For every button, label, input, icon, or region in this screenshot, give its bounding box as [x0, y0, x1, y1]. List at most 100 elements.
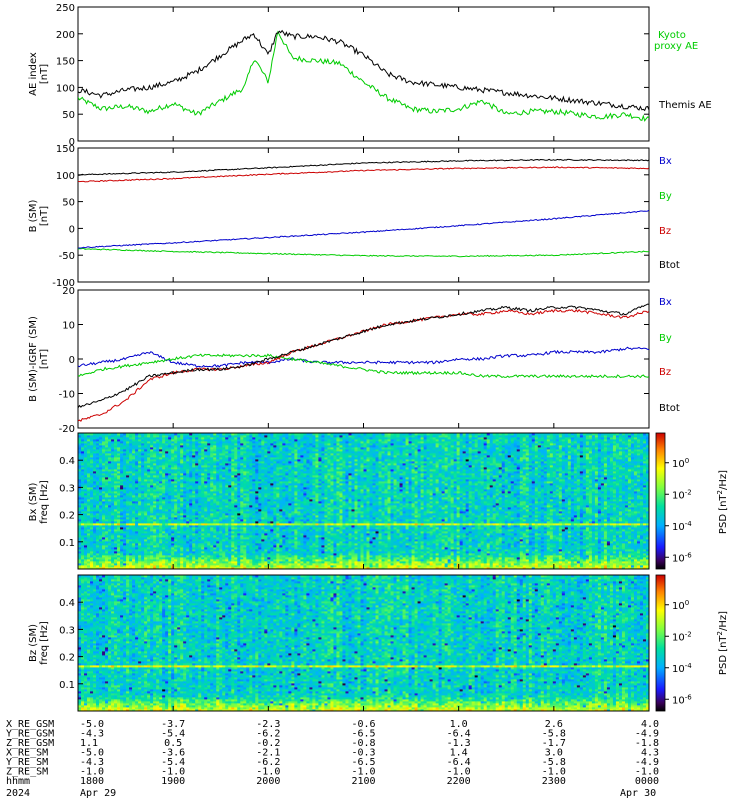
spectrogram-cell [177, 531, 181, 534]
spectrogram-cell [123, 557, 127, 560]
spectrogram-cell [114, 471, 118, 474]
spectrogram-cell [87, 461, 91, 464]
spectrogram-cell [159, 451, 163, 454]
spectrogram-cell [96, 531, 100, 534]
spectrogram-cell [177, 441, 181, 444]
spectrogram-cell [102, 483, 106, 486]
spectrogram-cell [150, 565, 154, 568]
spectrogram-cell [126, 529, 130, 532]
spectrogram-cell [135, 483, 139, 486]
spectrogram-cell [147, 559, 151, 562]
spectrogram-cell [81, 507, 85, 510]
spectrogram-cell [174, 523, 178, 526]
spectrogram-cell [87, 457, 91, 460]
spectrogram-cell [96, 489, 100, 492]
spectrogram-cell [102, 487, 106, 490]
spectrogram-cell [156, 563, 160, 566]
spectrogram-cell [117, 537, 121, 540]
spectrogram-cell [162, 471, 166, 474]
spectrogram-cell [138, 527, 142, 530]
spectrogram-cell [186, 547, 190, 550]
spectrogram-cell [210, 533, 214, 536]
spectrogram-cell [165, 567, 169, 570]
spectrogram-cell [210, 537, 214, 540]
spectrogram-cell [93, 549, 97, 552]
spectrogram-cell [93, 553, 97, 556]
spectrogram-cell [177, 491, 181, 494]
spectrogram-cell [201, 551, 205, 554]
spectrogram-cell [177, 465, 181, 468]
spectrogram-cell [123, 529, 127, 532]
spectrogram-cell [126, 539, 130, 542]
spectrogram-cell [186, 491, 190, 494]
spectrogram-cell [147, 455, 151, 458]
spectrogram-cell [174, 521, 178, 524]
spectrogram-cell [102, 567, 106, 570]
spectrogram-cell [108, 503, 112, 506]
spectrogram-cell [189, 491, 193, 494]
spectrogram-cell [204, 501, 208, 504]
spectrogram-cell [117, 511, 121, 514]
spectrogram-cell [186, 515, 190, 518]
spectrogram-cell [135, 435, 139, 438]
spectrogram-cell [207, 545, 211, 548]
spectrogram-cell [195, 555, 199, 558]
spectrogram-cell [186, 497, 190, 500]
spectrogram-cell [108, 527, 112, 530]
spectrogram-cell [195, 531, 199, 534]
spectrogram-cell [87, 531, 91, 534]
spectrogram-cell [207, 567, 211, 570]
spectrogram-cell [111, 473, 115, 476]
spectrogram-cell [198, 537, 202, 540]
spectrogram-cell [153, 563, 157, 566]
spectrogram-cell [84, 543, 88, 546]
spectrogram-cell [102, 539, 106, 542]
spectrogram-cell [123, 511, 127, 514]
spectrogram-cell [132, 495, 136, 498]
spectrogram-cell [117, 459, 121, 462]
bx-spectrogram-cells [78, 433, 650, 570]
spectrogram-cell [132, 457, 136, 460]
spectrogram-cell [99, 445, 103, 448]
bdiff-legend-bx: Bx [659, 297, 672, 308]
spectrogram-cell [186, 449, 190, 452]
spectrogram-cell [90, 553, 94, 556]
spectrogram-cell [195, 455, 199, 458]
spectrogram-cell [195, 463, 199, 466]
spectrogram-cell [111, 469, 115, 472]
spectrogram-cell [78, 485, 82, 488]
spectrogram-cell [111, 439, 115, 442]
spectrogram-cell [117, 475, 121, 478]
spectrogram-cell [165, 519, 169, 522]
spectrogram-cell [87, 483, 91, 486]
spectrogram-cell [207, 559, 211, 562]
spectrogram-cell [150, 567, 154, 570]
spectrogram-cell [141, 483, 145, 486]
spectrogram-cell [174, 567, 178, 570]
spectrogram-cell [186, 463, 190, 466]
spectrogram-cell [114, 505, 118, 508]
spectrogram-cell [102, 467, 106, 470]
spectrogram-cell [96, 479, 100, 482]
spectrogram-cell [81, 461, 85, 464]
spectrogram-cell [192, 545, 196, 548]
spectrogram-cell [144, 555, 148, 558]
spectrogram-cell [120, 467, 124, 470]
spectrogram-cell [165, 481, 169, 484]
spectrogram-cell [108, 517, 112, 520]
spectrogram-cell [180, 523, 184, 526]
spectrogram-cell [159, 541, 163, 544]
spectrogram-cell [171, 485, 175, 488]
spectrogram-cell [195, 441, 199, 444]
spectrogram-cell [189, 503, 193, 506]
spectrogram-cell [90, 463, 94, 466]
spectrogram-cell [138, 487, 142, 490]
spectrogram-cell [213, 539, 217, 542]
spectrogram-cell [111, 523, 115, 526]
spectrogram-cell [87, 469, 91, 472]
spectrogram-cell [141, 531, 145, 534]
spectrogram-cell [180, 555, 184, 558]
